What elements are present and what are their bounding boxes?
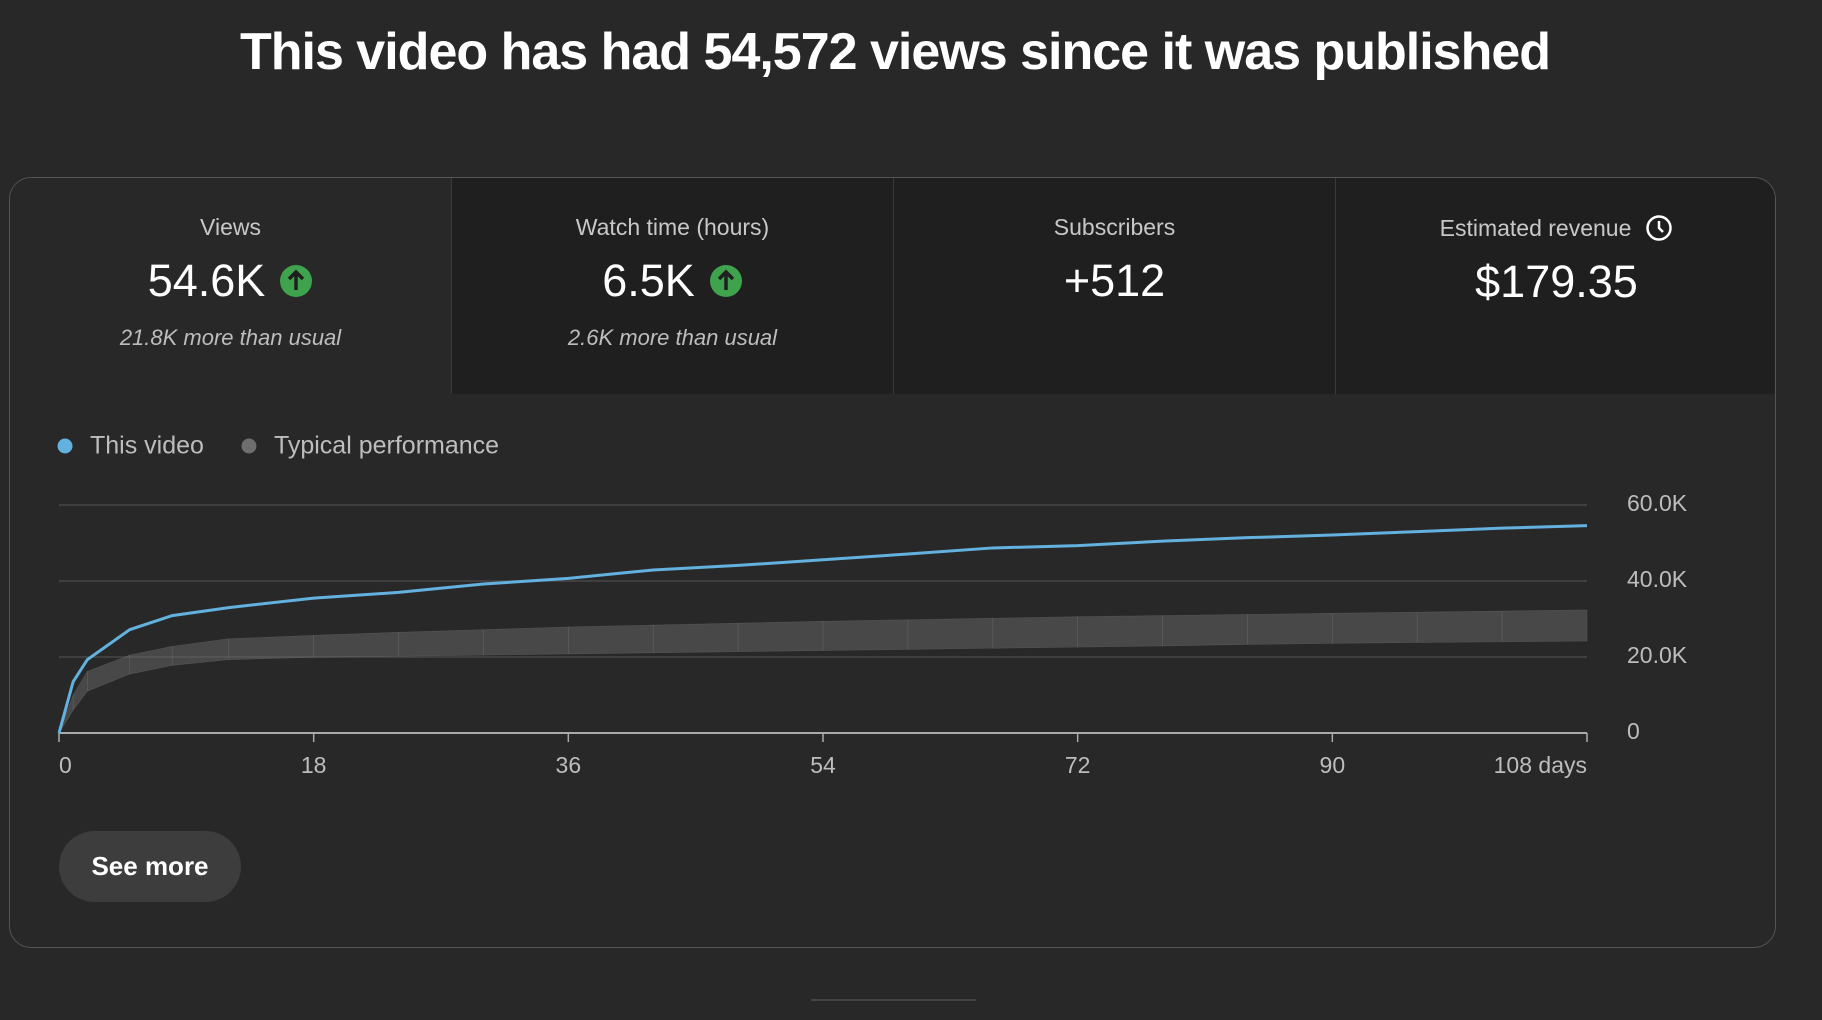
y-tick-label: 20.0K — [1627, 642, 1688, 668]
metric-label: Views — [200, 214, 261, 240]
x-tick-label: 36 — [556, 752, 582, 778]
typical-band — [1416, 610, 1503, 643]
analytics-card: Views 54.6K 21.8K more than usual Watch … — [9, 177, 1776, 948]
typical-band — [483, 626, 569, 656]
metric-value: $179.35 — [1475, 256, 1638, 307]
metric-value: +512 — [1063, 255, 1166, 306]
typical-band — [1077, 615, 1163, 648]
typical-band — [398, 629, 484, 657]
metric-note: 21.8K more than usual — [119, 325, 342, 350]
metric-tile[interactable]: Views 54.6K 21.8K more than usual — [10, 178, 452, 394]
typical-band — [313, 631, 399, 658]
x-tick-label: 72 — [1065, 752, 1091, 778]
typical-band — [822, 619, 909, 651]
metric-note: 2.6K more than usual — [567, 325, 778, 350]
metric-tile[interactable]: Estimated revenue $179.35 — [1336, 178, 1775, 394]
x-tick-label: 18 — [301, 752, 327, 778]
metric-label: Subscribers — [1053, 214, 1176, 240]
typical-band — [1162, 614, 1248, 647]
divider — [811, 999, 976, 1001]
legend-swatch — [241, 438, 257, 454]
typical-band — [1332, 611, 1418, 644]
x-tick-label: 90 — [1320, 752, 1346, 778]
typical-band — [568, 624, 654, 655]
metric-label: Watch time (hours) — [575, 214, 770, 240]
page-title: This video has had 54,572 views since it… — [239, 23, 1551, 81]
x-tick-label: 0 — [59, 752, 72, 778]
up-icon — [709, 265, 742, 297]
see-more-button[interactable]: See more — [59, 831, 241, 902]
typical-band — [737, 620, 824, 652]
typical-band — [129, 645, 173, 675]
metric-value: 54.6K — [147, 255, 266, 306]
typical-band — [171, 638, 230, 666]
typical-band — [1501, 609, 1588, 643]
y-tick-label: 40.0K — [1627, 566, 1688, 592]
typical-band — [1247, 612, 1333, 645]
clock-icon[interactable] — [1645, 214, 1673, 242]
legend-swatch — [57, 438, 73, 454]
metric-value: 6.5K — [602, 255, 695, 306]
typical-band — [652, 622, 739, 654]
x-tick-label: 108 days — [1494, 752, 1587, 778]
x-tick-label: 54 — [810, 752, 836, 778]
typical-band — [228, 635, 314, 660]
legend-label: This video — [90, 432, 204, 460]
this-video-line — [57, 524, 1588, 734]
y-tick-label: 0 — [1627, 718, 1640, 744]
y-tick-label: 60.0K — [1627, 490, 1688, 516]
typical-band — [992, 616, 1078, 649]
up-icon — [280, 265, 313, 297]
typical-band — [72, 670, 88, 712]
typical-band — [907, 617, 994, 650]
typical-band — [86, 654, 131, 692]
legend-label: Typical performance — [274, 432, 499, 460]
metric-tile[interactable]: Subscribers +512 — [894, 178, 1336, 394]
metric-tile[interactable]: Watch time (hours) 6.5K 2.6K more than u… — [452, 178, 894, 394]
metric-label: Estimated revenue — [1439, 214, 1632, 241]
